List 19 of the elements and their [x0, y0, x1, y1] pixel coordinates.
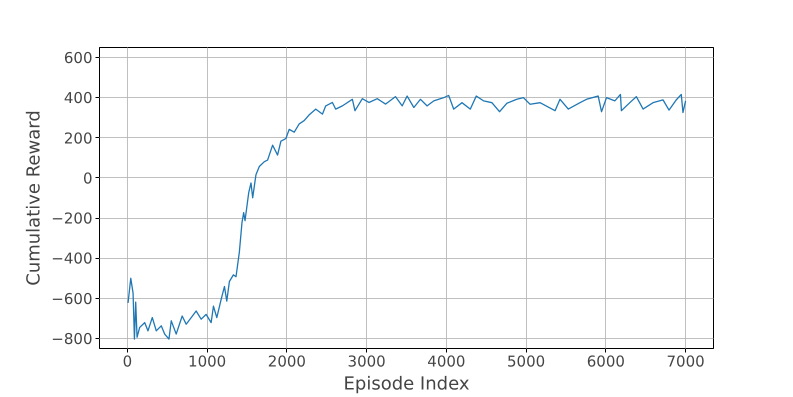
- x-tick-label: 2000: [268, 352, 306, 370]
- line-series: [127, 94, 686, 340]
- y-tick-label: 600: [64, 49, 93, 68]
- x-axis-title: Episode Index: [344, 374, 470, 394]
- x-tick-label: 5000: [507, 352, 546, 370]
- y-tick-label: 400: [64, 89, 93, 108]
- x-tick-label: 3000: [348, 352, 386, 370]
- x-tick-label: 1000: [188, 352, 226, 370]
- x-tick-label: 4000: [427, 352, 466, 370]
- y-tick-label: −400: [51, 250, 93, 268]
- x-tick-label: 7000: [666, 352, 705, 370]
- y-tick-label: 0: [82, 169, 93, 188]
- y-tick-label: 200: [64, 129, 93, 148]
- x-tick-label: 0: [122, 352, 132, 370]
- y-tick-label: −200: [51, 210, 93, 228]
- y-tick-label: −600: [51, 290, 93, 308]
- y-axis-title: Cumulative Reward: [23, 110, 44, 286]
- y-tick-label: −800: [51, 330, 93, 348]
- x-tick-label: 6000: [586, 352, 625, 370]
